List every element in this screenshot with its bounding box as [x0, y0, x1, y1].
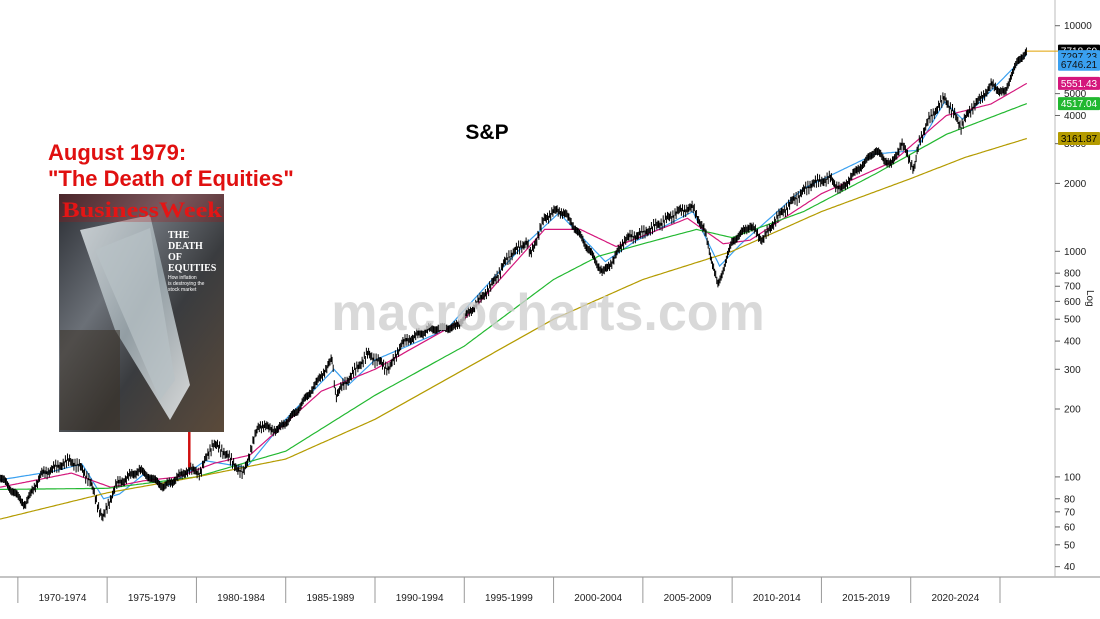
watermark: macrocharts.com: [331, 284, 765, 342]
last-value-box: [1058, 57, 1100, 71]
last-value-label: 5551.43: [1061, 79, 1098, 90]
y-tick-label: 400: [1064, 337, 1081, 348]
y-tick-label: 100: [1064, 472, 1081, 483]
x-tick-label: 1995-1999: [485, 593, 533, 604]
price-layer: [0, 47, 1027, 522]
cover-subhead-3: stock market: [168, 287, 197, 293]
x-tick-label: 1990-1994: [396, 593, 444, 604]
cover-brand: BusinessWeek: [62, 197, 223, 222]
y-tick-label: 50: [1064, 540, 1076, 551]
y-tick-label: 300: [1064, 365, 1081, 376]
y-axis-scale-label: Log: [1084, 290, 1095, 307]
y-tick-label: 2000: [1064, 179, 1087, 190]
x-tick-label: 1985-1989: [306, 593, 354, 604]
crumpled-bills: [60, 330, 120, 430]
x-tick-label: 1975-1979: [128, 593, 176, 604]
y-tick-label: 600: [1064, 297, 1081, 308]
y-tick-label: 40: [1064, 562, 1076, 573]
y-tick-label: 800: [1064, 269, 1081, 280]
businessweek-cover: BusinessWeek THE DEATH OF EQUITIES How i…: [59, 194, 224, 432]
last-value-label: 4517.04: [1061, 99, 1098, 110]
paper-plane-fold: [95, 228, 175, 400]
y-tick-label: 4000: [1064, 111, 1087, 122]
last-value-box: [1058, 76, 1100, 90]
y-tick-label: 60: [1064, 522, 1076, 533]
x-tick-label: 2000-2004: [574, 593, 622, 604]
cover-headline-3: OF: [168, 252, 182, 263]
chart-title: S&P: [465, 121, 508, 144]
y-tick-label: 10000: [1064, 21, 1092, 32]
y-tick-label: 200: [1064, 404, 1081, 415]
last-value-label: 7297.23: [1061, 52, 1098, 63]
axis-layer: 1000050004000300020001000800700600500400…: [0, 0, 1100, 604]
x-tick-label: 2010-2014: [753, 593, 801, 604]
x-tick-label: 1970-1974: [39, 593, 87, 604]
annotation-quote: "The Death of Equities": [48, 166, 294, 191]
y-tick-label: 80: [1064, 494, 1076, 505]
y-tick-label: 500: [1064, 315, 1081, 326]
y-tick-label: 5000: [1064, 89, 1087, 100]
cover-headline-2: DEATH: [168, 241, 203, 252]
price-bars: [0, 47, 1027, 522]
cover-headline-4: EQUITIES: [168, 263, 217, 274]
last-value-labels: 7718.607297.236746.215551.434517.043161.…: [1026, 44, 1100, 146]
x-tick-label: 2015-2019: [842, 593, 890, 604]
last-value-label: 3161.87: [1061, 134, 1098, 145]
cover-subhead-1: How inflation: [168, 275, 197, 281]
annotation-date: August 1979:: [48, 140, 186, 165]
x-tick-label: 2020-2024: [931, 593, 979, 604]
last-value-box: [1058, 132, 1100, 146]
y-tick-label: 1000: [1064, 247, 1087, 258]
cover-subhead-2: is destroying the: [168, 281, 205, 287]
x-tick-label: 2005-2009: [664, 593, 712, 604]
last-value-label: 6746.21: [1061, 60, 1098, 71]
x-tick-label: 1980-1984: [217, 593, 265, 604]
y-tick-label: 700: [1064, 282, 1081, 293]
y-tick-label: 70: [1064, 507, 1076, 518]
last-value-box: [1058, 97, 1100, 111]
moving-average-line-2: [0, 82, 1028, 488]
cover-headline-1: THE: [168, 230, 189, 241]
cover-masthead-band: [59, 194, 224, 222]
